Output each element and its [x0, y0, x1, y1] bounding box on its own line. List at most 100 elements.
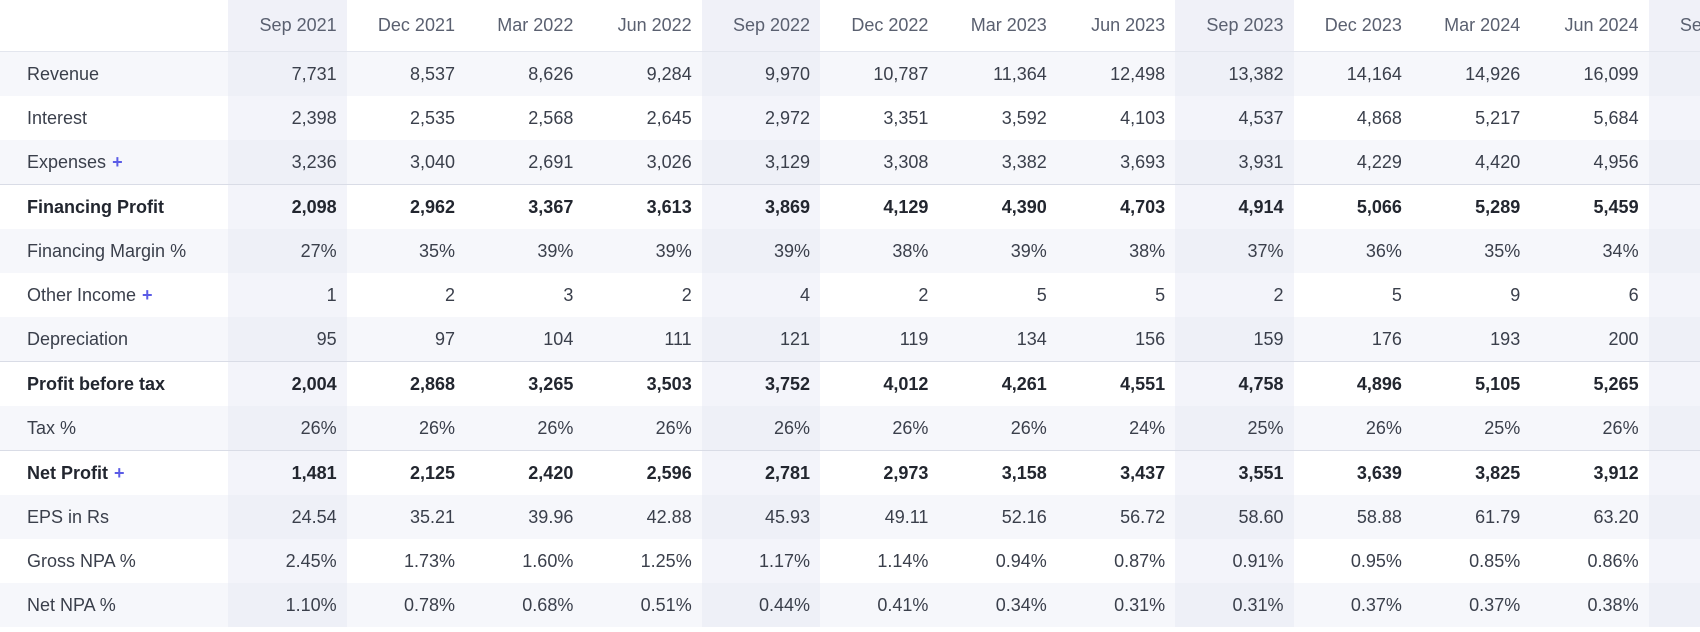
value-cell: 6 [1530, 273, 1649, 317]
value-cell: 2,420 [464, 450, 584, 495]
value-cell: 36% [1293, 229, 1412, 273]
value-cell: 3,367 [464, 184, 584, 229]
value-cell: 1,481 [228, 450, 347, 495]
table-row[interactable]: Net Profit +1,481 2,125 2,420 2,596 2,781 2,97… [0, 450, 1700, 495]
value-cell: 49.11 [820, 495, 939, 539]
row-label: Interest [27, 107, 88, 128]
value-cell: 52.16 [938, 495, 1057, 539]
value-cell: 58.88 [1293, 495, 1412, 539]
row-label-cell[interactable]: Expenses + [0, 140, 229, 185]
value-cell: 10,787 [820, 51, 939, 96]
value-cell: 34% [1530, 229, 1649, 273]
value-cell: 26% [701, 406, 821, 451]
value-cell: 5 [1293, 273, 1412, 317]
value-cell: 3,351 [820, 96, 939, 140]
value-cell: 4,758 [1175, 361, 1294, 406]
table-row: Gross NPA % 2.45% 1.73% 1.60% 1.25% 1.17% 1.14… [0, 539, 1700, 583]
value-cell: 1.17% [701, 539, 821, 583]
value-cell: 0.31% [1175, 583, 1294, 627]
value-cell: 4,261 [938, 361, 1057, 406]
value-cell: 5,401 [1648, 361, 1700, 406]
value-cell: 26% [820, 406, 939, 451]
value-cell: 2,568 [464, 96, 584, 140]
value-cell: 4,956 [1530, 140, 1649, 185]
row-label-cell[interactable]: Net Profit + [0, 450, 229, 495]
value-cell: 200 [1530, 317, 1649, 362]
value-cell: 0.94% [938, 539, 1057, 583]
column-header: Sep 2022 [701, 0, 821, 52]
value-cell: 38% [1056, 229, 1176, 273]
value-cell: 3,639 [1293, 450, 1412, 495]
value-cell: 24% [1056, 406, 1176, 451]
value-cell: 0.41% [820, 583, 939, 627]
column-header: Mar 2023 [938, 0, 1057, 52]
value-cell: 26% [464, 406, 584, 451]
header-row: Sep 2021 Dec 2021 Mar 2022 Jun 2022 Sep 2022… [0, 0, 1700, 52]
value-cell: 37% [1175, 229, 1294, 273]
table-row: Tax % 26% 26% 26% 26% 26% 26% 26% 24% 25% 26% 25% 26… [0, 406, 1700, 451]
column-header: Dec 2021 [346, 0, 465, 52]
value-cell: 26% [228, 406, 347, 451]
value-cell: 26% [1530, 406, 1649, 451]
row-label-cell: Net NPA % [0, 583, 229, 627]
value-cell: 0.85% [1411, 539, 1531, 583]
value-cell: 3,158 [938, 450, 1057, 495]
value-cell: 156 [1056, 317, 1176, 362]
value-cell: 13,382 [1175, 51, 1294, 96]
table-row[interactable]: Other Income+1232425525969 [0, 273, 1700, 317]
row-label: Gross NPA % [27, 550, 136, 571]
value-cell: 3,869 [701, 184, 821, 229]
value-cell: 3,437 [1056, 450, 1176, 495]
table-row: Profit before tax 2,004 2,868 3,265 3,503 3,7… [0, 361, 1700, 406]
value-cell: 2,004 [228, 361, 347, 406]
value-cell: 9,284 [583, 51, 702, 96]
value-cell: 5,338 [1648, 140, 1700, 185]
column-header: Mar 2024 [1411, 0, 1531, 52]
table-row: Net NPA % 1.10% 0.78% 0.68% 0.51% 0.44% 0.41% 0… [0, 583, 1700, 627]
column-header: Dec 2022 [820, 0, 939, 52]
value-cell: 2.45% [228, 539, 347, 583]
column-header: Sep 2023 [1175, 0, 1294, 52]
value-cell: 2,781 [701, 450, 821, 495]
value-cell: 3,825 [1411, 450, 1531, 495]
expand-plus-icon[interactable]: + [114, 462, 125, 483]
value-cell: 4,014 [1648, 450, 1700, 495]
value-cell: 3,026 [583, 140, 702, 185]
value-cell: 4,390 [938, 184, 1057, 229]
row-label-cell[interactable]: Other Income + [0, 273, 229, 317]
value-cell: 4,229 [1293, 140, 1412, 185]
value-cell: 26% [346, 406, 465, 451]
table-row: Depreciation 95 97 104 111 121 119 134 156 159 176… [0, 317, 1700, 362]
value-cell: 5,603 [1648, 184, 1700, 229]
expand-plus-icon[interactable]: + [142, 284, 153, 305]
value-cell: 0.95% [1293, 539, 1412, 583]
value-cell: 4,868 [1293, 96, 1412, 140]
table-row[interactable]: Expenses +3,236 3,040 2,691 3,026 3,129 3,308 3… [0, 140, 1700, 185]
value-cell: 38% [820, 229, 939, 273]
value-cell: 33% [1648, 229, 1700, 273]
value-cell: 4,551 [1056, 361, 1176, 406]
value-cell: 14,926 [1411, 51, 1531, 96]
expand-plus-icon[interactable]: + [112, 151, 123, 172]
row-label: Other Income [27, 284, 137, 305]
table-row: Financing Margin % 27% 35% 39% 39% 39% 38% 39% 3… [0, 229, 1700, 273]
row-label: Tax % [27, 417, 77, 438]
value-cell: 0.91% [1175, 539, 1294, 583]
value-cell: 0.68% [464, 583, 584, 627]
value-cell: 5,289 [1411, 184, 1531, 229]
value-cell: 26% [1648, 406, 1700, 451]
value-cell: 97 [346, 317, 465, 362]
value-cell: 25% [1175, 406, 1294, 451]
value-cell: 35% [1411, 229, 1531, 273]
value-cell: 12,498 [1056, 51, 1176, 96]
row-label-cell: Financing Margin % [0, 229, 229, 273]
value-cell: 3,265 [464, 361, 584, 406]
value-cell: 3 [464, 273, 584, 317]
value-cell: 4,703 [1056, 184, 1176, 229]
value-cell: 5,265 [1530, 361, 1649, 406]
value-cell: 61.79 [1411, 495, 1531, 539]
value-cell: 4,537 [1175, 96, 1294, 140]
value-cell: 5,459 [1530, 184, 1649, 229]
value-cell: 3,129 [701, 140, 821, 185]
value-cell: 1.25% [583, 539, 702, 583]
